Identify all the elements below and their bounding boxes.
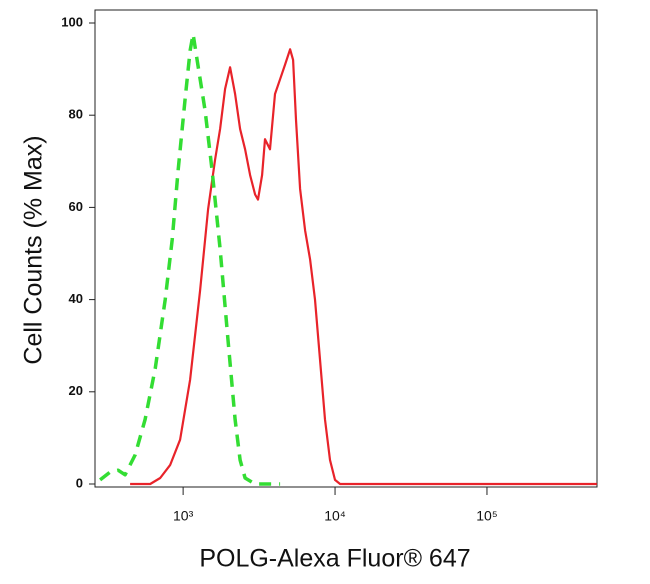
series-line — [130, 48, 597, 486]
y-tick-label: 80 — [69, 107, 83, 122]
y-tick-label: 40 — [69, 291, 83, 306]
y-tick-label: 0 — [76, 475, 83, 490]
x-tick-label: 10³ — [173, 508, 194, 524]
x-axis-title: POLG-Alexa Fluor® 647 — [199, 545, 470, 573]
plot-frame — [94, 9, 598, 488]
y-tick-label: 20 — [69, 383, 83, 398]
y-axis-title: Cell Counts (% Max) — [20, 135, 48, 364]
y-tick-label: 100 — [61, 14, 83, 29]
y-tick-label: 60 — [69, 199, 83, 214]
x-tick-label: 10⁵ — [476, 508, 497, 524]
x-tick-label: 10⁴ — [324, 508, 346, 524]
series-line — [99, 32, 281, 486]
